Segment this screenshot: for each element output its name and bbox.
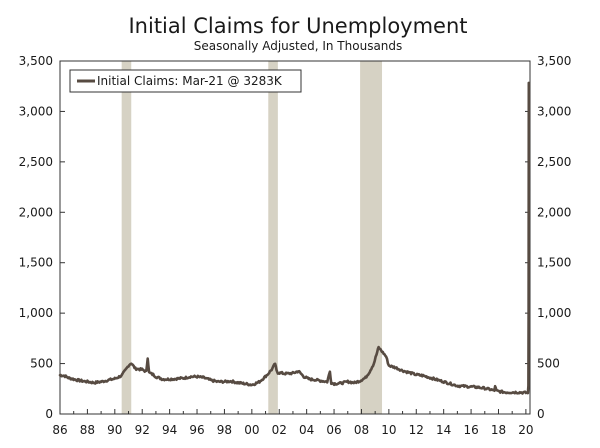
y-tick-label-right: 3,000 xyxy=(537,104,571,118)
x-tick-label: 14 xyxy=(436,423,451,437)
x-tick-label: 92 xyxy=(135,423,150,437)
chart-subtitle: Seasonally Adjusted, In Thousands xyxy=(194,39,403,53)
x-tick-label: 86 xyxy=(52,423,67,437)
recession-bands xyxy=(121,61,383,414)
y-tick-label-right: 500 xyxy=(537,357,560,371)
chart-title: Initial Claims for Unemployment xyxy=(128,14,467,38)
y-tick-label-right: 2,500 xyxy=(537,155,571,169)
x-tick-label: 90 xyxy=(107,423,122,437)
y-tick-label: 1,500 xyxy=(19,256,53,270)
x-tick-label: 96 xyxy=(189,423,204,437)
recession-band xyxy=(268,61,278,414)
recession-band xyxy=(121,61,132,414)
initial-claims-line xyxy=(58,81,531,395)
y-tick-label-right: 3,500 xyxy=(537,54,571,68)
y-tick-label: 0 xyxy=(45,407,53,421)
y-tick-label: 2,000 xyxy=(19,205,53,219)
y-tick-label: 3,000 xyxy=(19,104,53,118)
y-tick-label-right: 0 xyxy=(537,407,545,421)
y-axis-right: 0 500 1,000 1,500 2,000 2,500 3,000 3,500 xyxy=(525,54,571,421)
x-tick-label: 16 xyxy=(463,423,478,437)
y-tick-label-right: 2,000 xyxy=(537,205,571,219)
y-tick-label: 500 xyxy=(30,357,53,371)
y-axis-left: 0 500 1,000 1,500 2,000 2,500 3,000 3,500 xyxy=(19,54,65,421)
legend-box xyxy=(69,69,302,93)
x-tick-label: 94 xyxy=(162,423,177,437)
x-tick-label: 12 xyxy=(409,423,424,437)
legend-label: Initial Claims: Mar-21 @ 3283K xyxy=(97,74,283,88)
x-tick-label: 10 xyxy=(381,423,396,437)
x-tick-label: 98 xyxy=(217,423,232,437)
x-tick-label: 88 xyxy=(80,423,95,437)
x-axis: 86 88 90 92 94 96 98 00 02 04 06 08 10 12 14 16 18 20 xyxy=(52,409,534,437)
y-tick-label-right: 1,000 xyxy=(537,306,571,320)
x-tick-label: 18 xyxy=(491,423,506,437)
x-tick-label: 00 xyxy=(244,423,259,437)
y-tick-label: 3,500 xyxy=(19,54,53,68)
x-tick-label: 06 xyxy=(326,423,341,437)
x-tick-label: 08 xyxy=(354,423,369,437)
y-tick-label: 2,500 xyxy=(19,155,53,169)
plot-area-border xyxy=(59,60,531,415)
x-tick-label: 02 xyxy=(272,423,287,437)
legend: Initial Claims: Mar-21 @ 3283K xyxy=(69,69,302,93)
x-tick-label: 04 xyxy=(299,423,314,437)
y-tick-label: 1,000 xyxy=(19,306,53,320)
x-tick-label: 20 xyxy=(518,423,533,437)
recession-band xyxy=(360,61,383,414)
y-tick-label-right: 1,500 xyxy=(537,256,571,270)
